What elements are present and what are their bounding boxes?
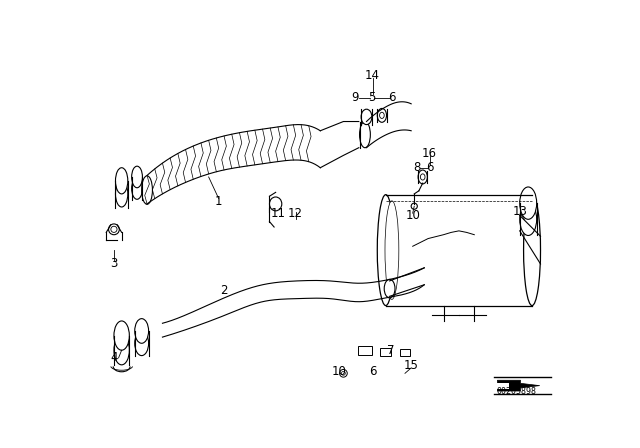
Text: 15: 15	[404, 359, 419, 372]
Text: 11: 11	[271, 207, 285, 220]
Ellipse shape	[342, 371, 346, 375]
Text: 12: 12	[288, 207, 303, 220]
Ellipse shape	[340, 370, 348, 377]
Ellipse shape	[114, 321, 129, 350]
Ellipse shape	[114, 336, 129, 365]
Text: 6: 6	[369, 365, 376, 378]
Text: 7: 7	[387, 344, 395, 357]
Bar	[380, 348, 391, 356]
Ellipse shape	[378, 195, 394, 306]
Ellipse shape	[135, 319, 148, 343]
Ellipse shape	[361, 109, 372, 125]
Text: 10: 10	[332, 365, 347, 378]
Ellipse shape	[384, 280, 395, 298]
Ellipse shape	[115, 168, 128, 194]
Ellipse shape	[520, 203, 537, 236]
Ellipse shape	[109, 224, 119, 235]
Text: 6: 6	[426, 161, 433, 174]
Ellipse shape	[380, 112, 384, 118]
Text: 9: 9	[351, 91, 358, 104]
Ellipse shape	[418, 170, 428, 184]
Text: 4: 4	[110, 351, 118, 364]
Bar	[358, 345, 372, 355]
Ellipse shape	[135, 331, 148, 356]
Ellipse shape	[520, 187, 537, 220]
Polygon shape	[497, 383, 509, 389]
Polygon shape	[497, 380, 540, 391]
Text: 5: 5	[368, 91, 376, 104]
Text: 16: 16	[422, 147, 437, 160]
Ellipse shape	[269, 197, 282, 211]
Ellipse shape	[132, 178, 143, 199]
Ellipse shape	[360, 121, 371, 148]
Text: 1: 1	[215, 195, 223, 208]
Text: 13: 13	[513, 205, 528, 218]
Ellipse shape	[385, 201, 399, 299]
Text: 3: 3	[110, 257, 118, 270]
Ellipse shape	[111, 226, 117, 233]
Ellipse shape	[524, 195, 541, 306]
Ellipse shape	[115, 181, 128, 207]
Text: 00205898: 00205898	[497, 387, 537, 396]
Ellipse shape	[378, 108, 387, 122]
Ellipse shape	[132, 166, 143, 188]
Text: 8: 8	[413, 161, 421, 174]
Ellipse shape	[141, 176, 152, 204]
Text: 10: 10	[405, 209, 420, 222]
Bar	[399, 349, 410, 356]
Text: 14: 14	[365, 69, 380, 82]
Text: 6: 6	[388, 91, 396, 104]
Ellipse shape	[420, 174, 425, 180]
Text: 2: 2	[220, 284, 228, 297]
Ellipse shape	[411, 203, 417, 209]
